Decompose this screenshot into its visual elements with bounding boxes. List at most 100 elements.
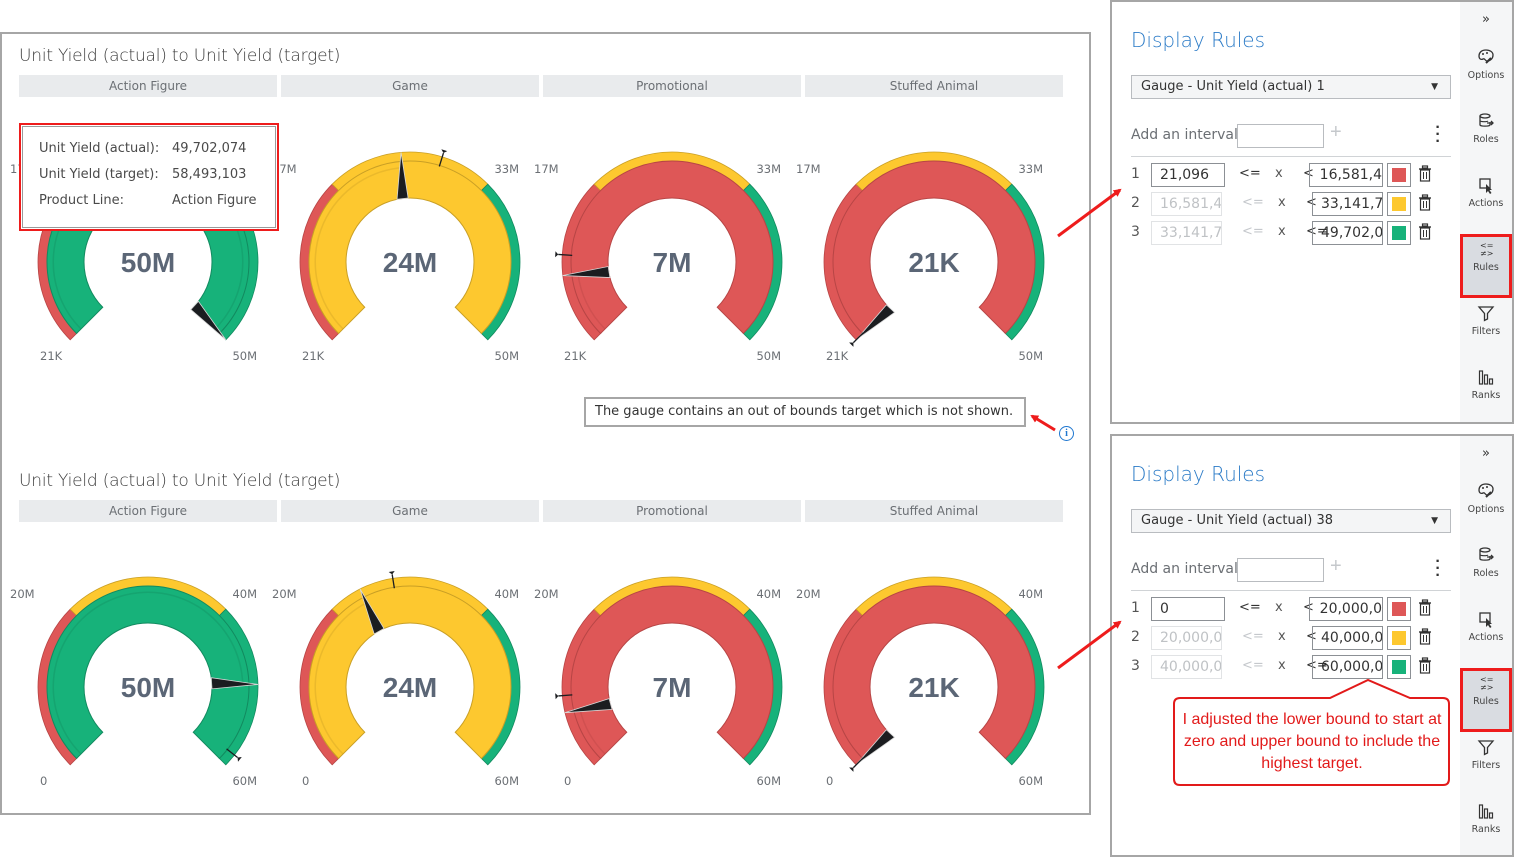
rule-upper-bound-input[interactable]: 20,000,0 [1309, 597, 1383, 621]
rail-item-roles[interactable]: Roles [1460, 106, 1512, 170]
rule-target-select[interactable]: Gauge - Unit Yield (actual) 1 ▼ [1131, 75, 1451, 99]
rule-color-picker[interactable] [1387, 597, 1411, 621]
rail-item-label: Ranks [1471, 824, 1501, 835]
top-viz-title: Unit Yield (actual) to Unit Yield (targe… [19, 46, 341, 66]
rail-item-filters[interactable]: Filters [1460, 298, 1512, 362]
add-interval-plus-icon[interactable]: + [1330, 555, 1342, 577]
gauge-tick-label: 17M [534, 162, 559, 176]
rule-upper-operator: < [1303, 600, 1314, 615]
more-options-kebab-icon[interactable]: · · · [1435, 119, 1441, 150]
gauge-promotional[interactable]: 7M 17M 33M 21K 50M [534, 151, 783, 363]
gauge-tick-label: 0 [40, 774, 47, 788]
rule-index: 1 [1131, 166, 1140, 182]
rail-item-label: Rules [1473, 262, 1499, 273]
gauge-tick-label: 33M [1018, 162, 1043, 176]
rule-upper-bound-input[interactable]: 49,702,0 [1312, 221, 1383, 245]
rail-item-label: Ranks [1471, 390, 1501, 401]
top-category-header-promotional: Promotional [543, 75, 801, 97]
divider [1131, 156, 1451, 157]
trash-icon[interactable] [1418, 193, 1432, 213]
rule-color-picker[interactable] [1387, 163, 1411, 187]
rule-upper-operator: < [1306, 195, 1317, 210]
rail-item-ranks[interactable]: Ranks [1460, 362, 1512, 426]
cursor-icon [1479, 612, 1492, 628]
bottom-category-header-action-figure: Action Figure [19, 500, 277, 522]
side-rail: » Options Roles Actions <= ≠> Rules Filters Rank… [1460, 2, 1512, 422]
collapse-pane-chevron-icon[interactable]: » [1482, 446, 1490, 461]
palette-icon [1478, 483, 1494, 498]
rule-lower-bound-input[interactable]: 0 [1151, 597, 1225, 621]
add-interval-plus-icon[interactable]: + [1330, 121, 1342, 143]
gauge-stuffed-animal[interactable]: 21K 20M 40M 0 60M [796, 576, 1045, 788]
pane-title: Display Rules [1131, 462, 1266, 486]
trash-icon[interactable] [1418, 656, 1432, 676]
rule-lower-bound-input: 16,581,4 [1151, 192, 1222, 216]
rail-item-ranks[interactable]: Ranks [1460, 796, 1512, 860]
top-category-header-stuffed-animal: Stuffed Animal [805, 75, 1063, 97]
gauge-value-label: 50M [121, 247, 175, 278]
rail-item-rules[interactable]: <= ≠> Rules [1460, 668, 1512, 732]
dropdown-caret-icon: ▼ [1431, 82, 1438, 92]
rule-upper-bound-input[interactable]: 16,581,4 [1309, 163, 1383, 187]
rule-variable: x [1278, 658, 1286, 673]
gauge-tick-label: 33M [494, 162, 519, 176]
rail-item-filters[interactable]: Filters [1460, 732, 1512, 796]
gauge-action-figure[interactable]: 50M 20M 40M 0 60M [10, 576, 259, 788]
rule-variable: x [1275, 600, 1283, 615]
svg-text:≠>: ≠> [1480, 249, 1493, 258]
rail-item-options[interactable]: Options [1460, 42, 1512, 106]
tooltip-key: Unit Yield (target): [39, 167, 159, 182]
collapse-pane-chevron-icon[interactable]: » [1482, 12, 1490, 27]
rule-index: 3 [1131, 224, 1140, 240]
trash-icon[interactable] [1418, 222, 1432, 242]
bottom-category-header-promotional: Promotional [543, 500, 801, 522]
top-category-header-game: Game [281, 75, 539, 97]
rule-upper-bound-input[interactable]: 60,000,0 [1312, 655, 1383, 679]
rule-index: 2 [1131, 195, 1140, 211]
gauge-tick-label: 20M [10, 587, 35, 601]
gauge-tick-label: 50M [756, 349, 781, 363]
gauge-tick-label: 33M [756, 162, 781, 176]
rule-upper-bound-input[interactable]: 33,141,7 [1312, 192, 1383, 216]
cursor-icon [1479, 178, 1492, 194]
color-swatch [1392, 197, 1406, 211]
rule-color-picker[interactable] [1387, 655, 1411, 679]
rail-item-roles[interactable]: Roles [1460, 540, 1512, 604]
add-interval-input[interactable] [1237, 558, 1324, 582]
rail-item-label: Options [1467, 504, 1505, 515]
rail-item-actions[interactable]: Actions [1460, 604, 1512, 668]
rail-item-rules[interactable]: <= ≠> Rules [1460, 234, 1512, 298]
rule-lower-bound-input[interactable]: 21,096 [1151, 163, 1225, 187]
rail-item-label: Filters [1471, 326, 1501, 337]
trash-icon[interactable] [1418, 164, 1432, 184]
pane-title: Display Rules [1131, 28, 1266, 52]
filter-icon [1477, 306, 1495, 322]
tooltip-value: Action Figure [172, 193, 257, 208]
tooltip-value: 58,493,103 [172, 167, 247, 182]
target-marker-icon [226, 748, 238, 759]
rules-icon: <=≠> [1480, 675, 1493, 692]
needle-icon [190, 300, 227, 341]
trash-icon[interactable] [1418, 598, 1432, 618]
add-interval-input[interactable] [1237, 124, 1324, 148]
rail-item-actions[interactable]: Actions [1460, 170, 1512, 234]
needle-icon [396, 152, 409, 200]
gauge-stuffed-animal[interactable]: 21K 17M 33M 21K 50M [796, 151, 1045, 363]
gauge-tick-label: 50M [494, 349, 519, 363]
trash-icon[interactable] [1418, 627, 1432, 647]
tooltip-row-product-line: Product Line: Action Figure [39, 193, 275, 219]
rule-color-picker[interactable] [1387, 192, 1411, 216]
needle-icon [855, 304, 896, 341]
gauge-game[interactable]: 24M 20M 40M 0 60M [272, 571, 521, 788]
info-icon[interactable]: i [1059, 426, 1074, 441]
rule-color-picker[interactable] [1387, 221, 1411, 245]
rule-variable: x [1278, 629, 1286, 644]
rule-upper-bound-input[interactable]: 40,000,0 [1312, 626, 1383, 650]
more-options-kebab-icon[interactable]: · · · [1435, 553, 1441, 584]
rule-row: 2 20,000,0 <= x <40,000,0 [1131, 626, 1451, 650]
gauge-promotional[interactable]: 7M 20M 40M 0 60M [534, 576, 783, 788]
rule-color-picker[interactable] [1387, 626, 1411, 650]
rule-target-select[interactable]: Gauge - Unit Yield (actual) 38 ▼ [1131, 509, 1451, 533]
rail-item-options[interactable]: Options [1460, 476, 1512, 540]
